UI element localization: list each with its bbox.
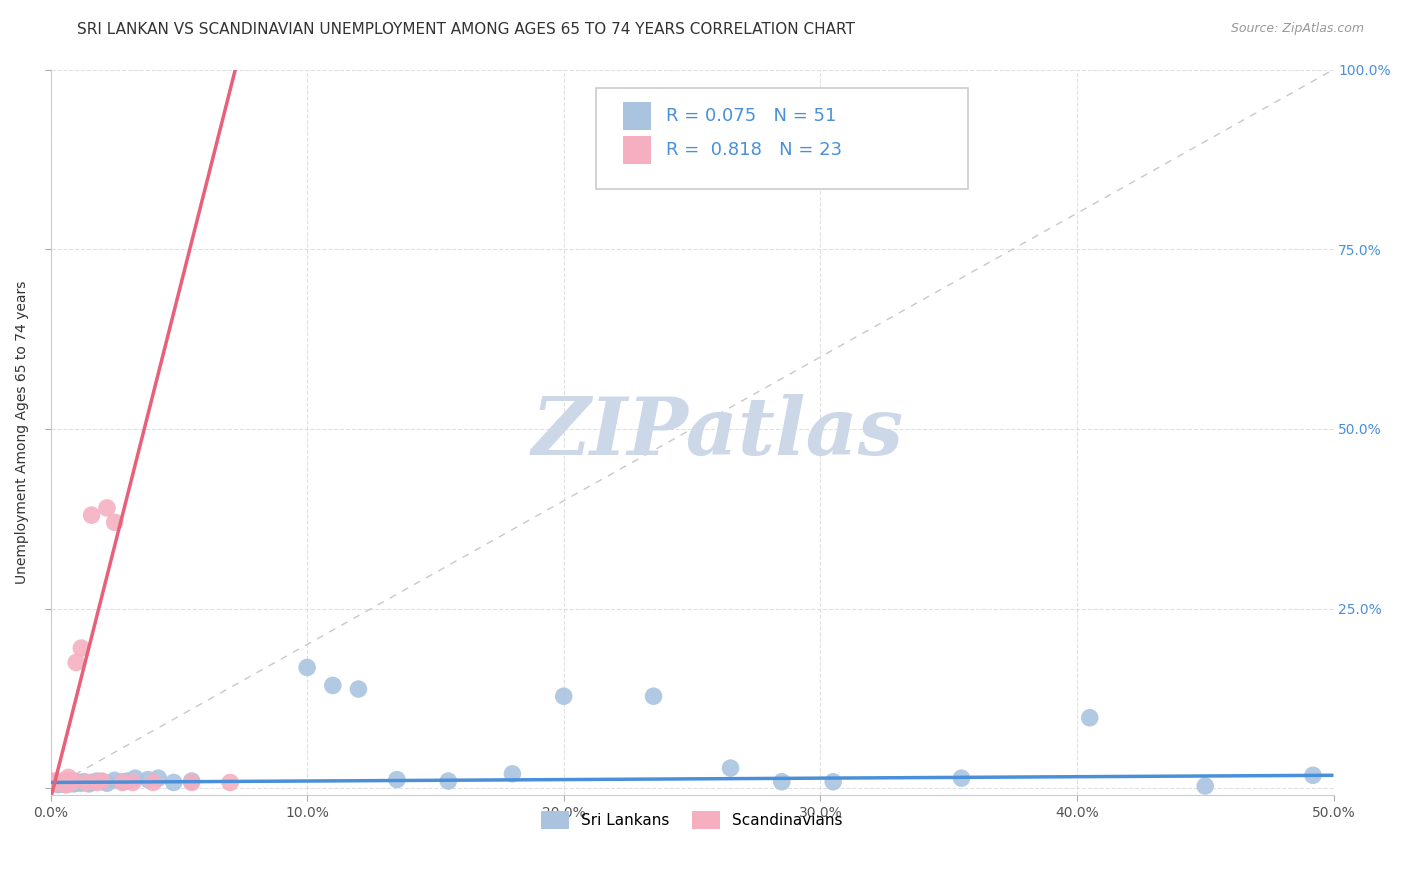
Point xyxy=(45,774,67,789)
Point xyxy=(73,774,96,789)
Point xyxy=(142,775,165,789)
Text: R =  0.818   N = 23: R = 0.818 N = 23 xyxy=(666,141,842,160)
Point xyxy=(111,774,134,789)
Point xyxy=(65,656,87,670)
Point xyxy=(163,775,186,789)
Point xyxy=(46,776,69,790)
Point xyxy=(347,681,370,696)
Point xyxy=(80,508,103,522)
Point xyxy=(65,774,87,789)
Point xyxy=(643,690,665,704)
Point xyxy=(70,776,93,790)
Point xyxy=(90,774,112,789)
Point xyxy=(39,774,62,789)
Point xyxy=(295,660,318,674)
Point xyxy=(1194,779,1216,793)
Point xyxy=(96,776,118,790)
Point xyxy=(60,774,83,789)
Point xyxy=(60,775,83,789)
Point xyxy=(180,774,202,789)
Point xyxy=(49,777,72,791)
Point xyxy=(1302,768,1324,782)
Point xyxy=(52,776,75,790)
Point xyxy=(770,774,793,789)
Point xyxy=(58,777,80,791)
Point xyxy=(62,777,84,791)
Point xyxy=(45,777,67,791)
Point xyxy=(49,775,72,789)
Point xyxy=(111,775,134,789)
Point xyxy=(80,775,103,789)
Point xyxy=(77,777,100,791)
Point xyxy=(65,776,87,790)
Text: R = 0.075   N = 51: R = 0.075 N = 51 xyxy=(666,107,837,125)
Point xyxy=(117,774,139,789)
Point xyxy=(124,771,146,785)
Point xyxy=(70,641,93,656)
Point xyxy=(39,775,62,789)
Point xyxy=(58,771,80,785)
Point xyxy=(720,761,742,775)
Point xyxy=(121,775,143,789)
Point xyxy=(62,774,84,789)
Point xyxy=(104,516,127,530)
Y-axis label: Unemployment Among Ages 65 to 74 years: Unemployment Among Ages 65 to 74 years xyxy=(15,281,30,584)
Point xyxy=(148,771,170,785)
Bar xyxy=(623,136,651,164)
Point xyxy=(180,775,202,789)
Point xyxy=(90,774,112,789)
Point xyxy=(52,774,75,789)
Point xyxy=(75,775,97,789)
Point xyxy=(437,774,460,789)
Point xyxy=(55,778,77,792)
Point xyxy=(42,776,65,790)
Point xyxy=(86,775,108,789)
Point xyxy=(385,772,408,787)
Point xyxy=(823,774,845,789)
Text: Source: ZipAtlas.com: Source: ZipAtlas.com xyxy=(1230,22,1364,36)
Point xyxy=(219,775,242,789)
Point xyxy=(553,690,575,704)
Point xyxy=(136,772,159,787)
Point xyxy=(86,774,108,789)
Point xyxy=(104,773,127,788)
Point xyxy=(58,774,80,789)
Point xyxy=(950,771,973,785)
Point xyxy=(96,500,118,515)
Point xyxy=(42,775,65,789)
Point xyxy=(46,778,69,792)
FancyBboxPatch shape xyxy=(596,87,967,189)
Point xyxy=(45,774,67,789)
Text: SRI LANKAN VS SCANDINAVIAN UNEMPLOYMENT AMONG AGES 65 TO 74 YEARS CORRELATION CH: SRI LANKAN VS SCANDINAVIAN UNEMPLOYMENT … xyxy=(77,22,855,37)
Point xyxy=(501,767,523,781)
Bar xyxy=(623,103,651,130)
Legend: Sri Lankans, Scandinavians: Sri Lankans, Scandinavians xyxy=(536,805,849,835)
Point xyxy=(60,776,83,790)
Point xyxy=(62,775,84,789)
Point xyxy=(1078,711,1101,725)
Point xyxy=(67,775,90,789)
Point xyxy=(52,774,75,789)
Point xyxy=(322,678,344,692)
Text: ZIPatlas: ZIPatlas xyxy=(531,393,904,471)
Point xyxy=(46,775,69,789)
Point xyxy=(55,775,77,789)
Point xyxy=(55,778,77,792)
Point xyxy=(49,774,72,789)
